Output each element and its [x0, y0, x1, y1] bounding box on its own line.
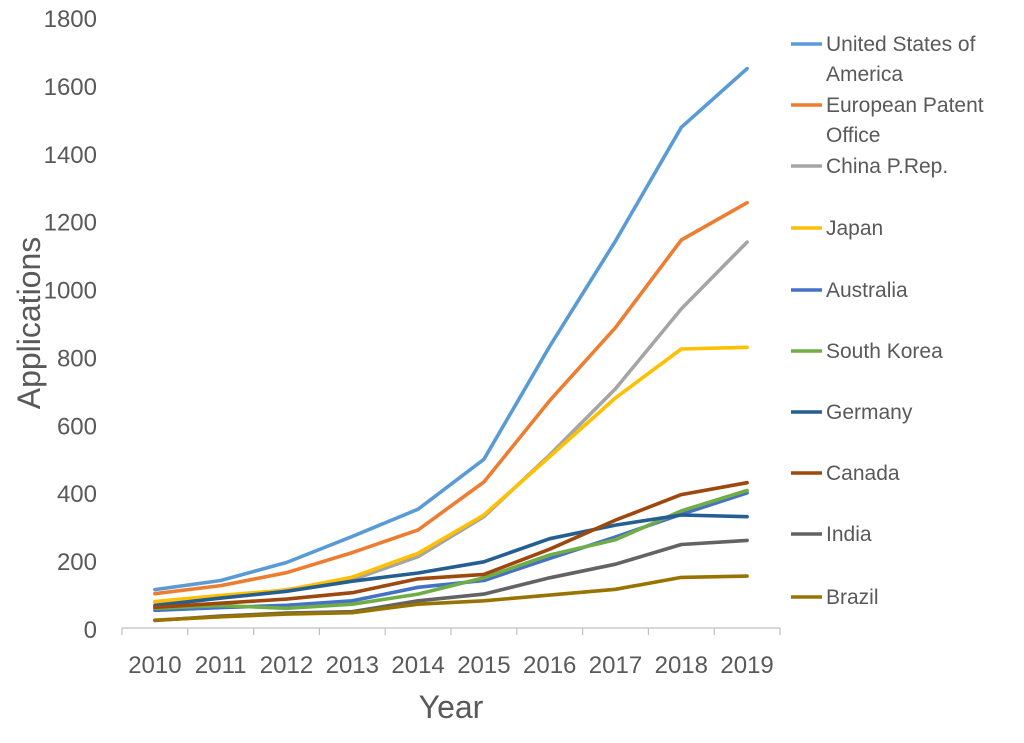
series-lines — [153, 66, 749, 623]
series-line — [153, 488, 749, 611]
x-tick-label: 2017 — [589, 652, 642, 679]
x-axis-ticks: 2010 2011 2012 2013 2014 2015 2016 2017 2018 2019 — [128, 652, 774, 679]
legend-label: Japan — [826, 217, 883, 240]
series-line — [153, 200, 749, 596]
y-axis-label: Applications — [11, 237, 47, 410]
y-tick-label: 1200 — [44, 210, 97, 237]
axes — [121, 627, 781, 635]
legend: United States of America European Patent Of… — [791, 33, 984, 609]
y-tick-label: 1400 — [44, 142, 97, 169]
series-line — [153, 345, 749, 604]
legend-label: Germany — [826, 401, 913, 424]
x-tick-label: 2013 — [326, 652, 379, 679]
series-line — [153, 240, 749, 605]
x-tick-label: 2010 — [128, 652, 181, 679]
x-tick-label: 2011 — [195, 652, 247, 679]
x-tick-label: 2014 — [391, 652, 444, 679]
y-axis-ticks: 0 200 400 600 800 1000 1200 1400 1600 1800 — [44, 6, 97, 644]
series-line — [153, 513, 749, 608]
legend-label: Brazil — [826, 586, 879, 609]
legend-label: India — [826, 523, 872, 546]
y-tick-label: 400 — [57, 481, 97, 508]
y-tick-label: 800 — [57, 345, 97, 372]
legend-label: United States of America — [826, 33, 976, 86]
y-tick-label: 1000 — [44, 278, 97, 305]
x-tick-label: 2018 — [655, 652, 708, 679]
legend-label: Canada — [826, 462, 900, 485]
series-line — [153, 574, 749, 623]
legend-label: European Patent Office — [826, 94, 984, 147]
x-tick-label: 2015 — [457, 652, 510, 679]
y-tick-label: 200 — [57, 549, 97, 576]
series-line — [153, 66, 749, 592]
series-line — [153, 480, 749, 610]
x-axis-label: Year — [419, 689, 484, 725]
y-tick-label: 600 — [57, 413, 97, 440]
y-tick-label: 1800 — [44, 6, 97, 33]
legend-label: South Korea — [826, 340, 943, 363]
y-tick-label: 1600 — [44, 74, 97, 101]
legend-label: China P.Rep. — [826, 155, 948, 178]
x-tick-label: 2019 — [720, 652, 773, 679]
y-tick-label: 0 — [84, 617, 97, 644]
x-tick-label: 2016 — [523, 652, 576, 679]
x-tick-label: 2012 — [260, 652, 313, 679]
legend-label: Australia — [826, 279, 908, 302]
